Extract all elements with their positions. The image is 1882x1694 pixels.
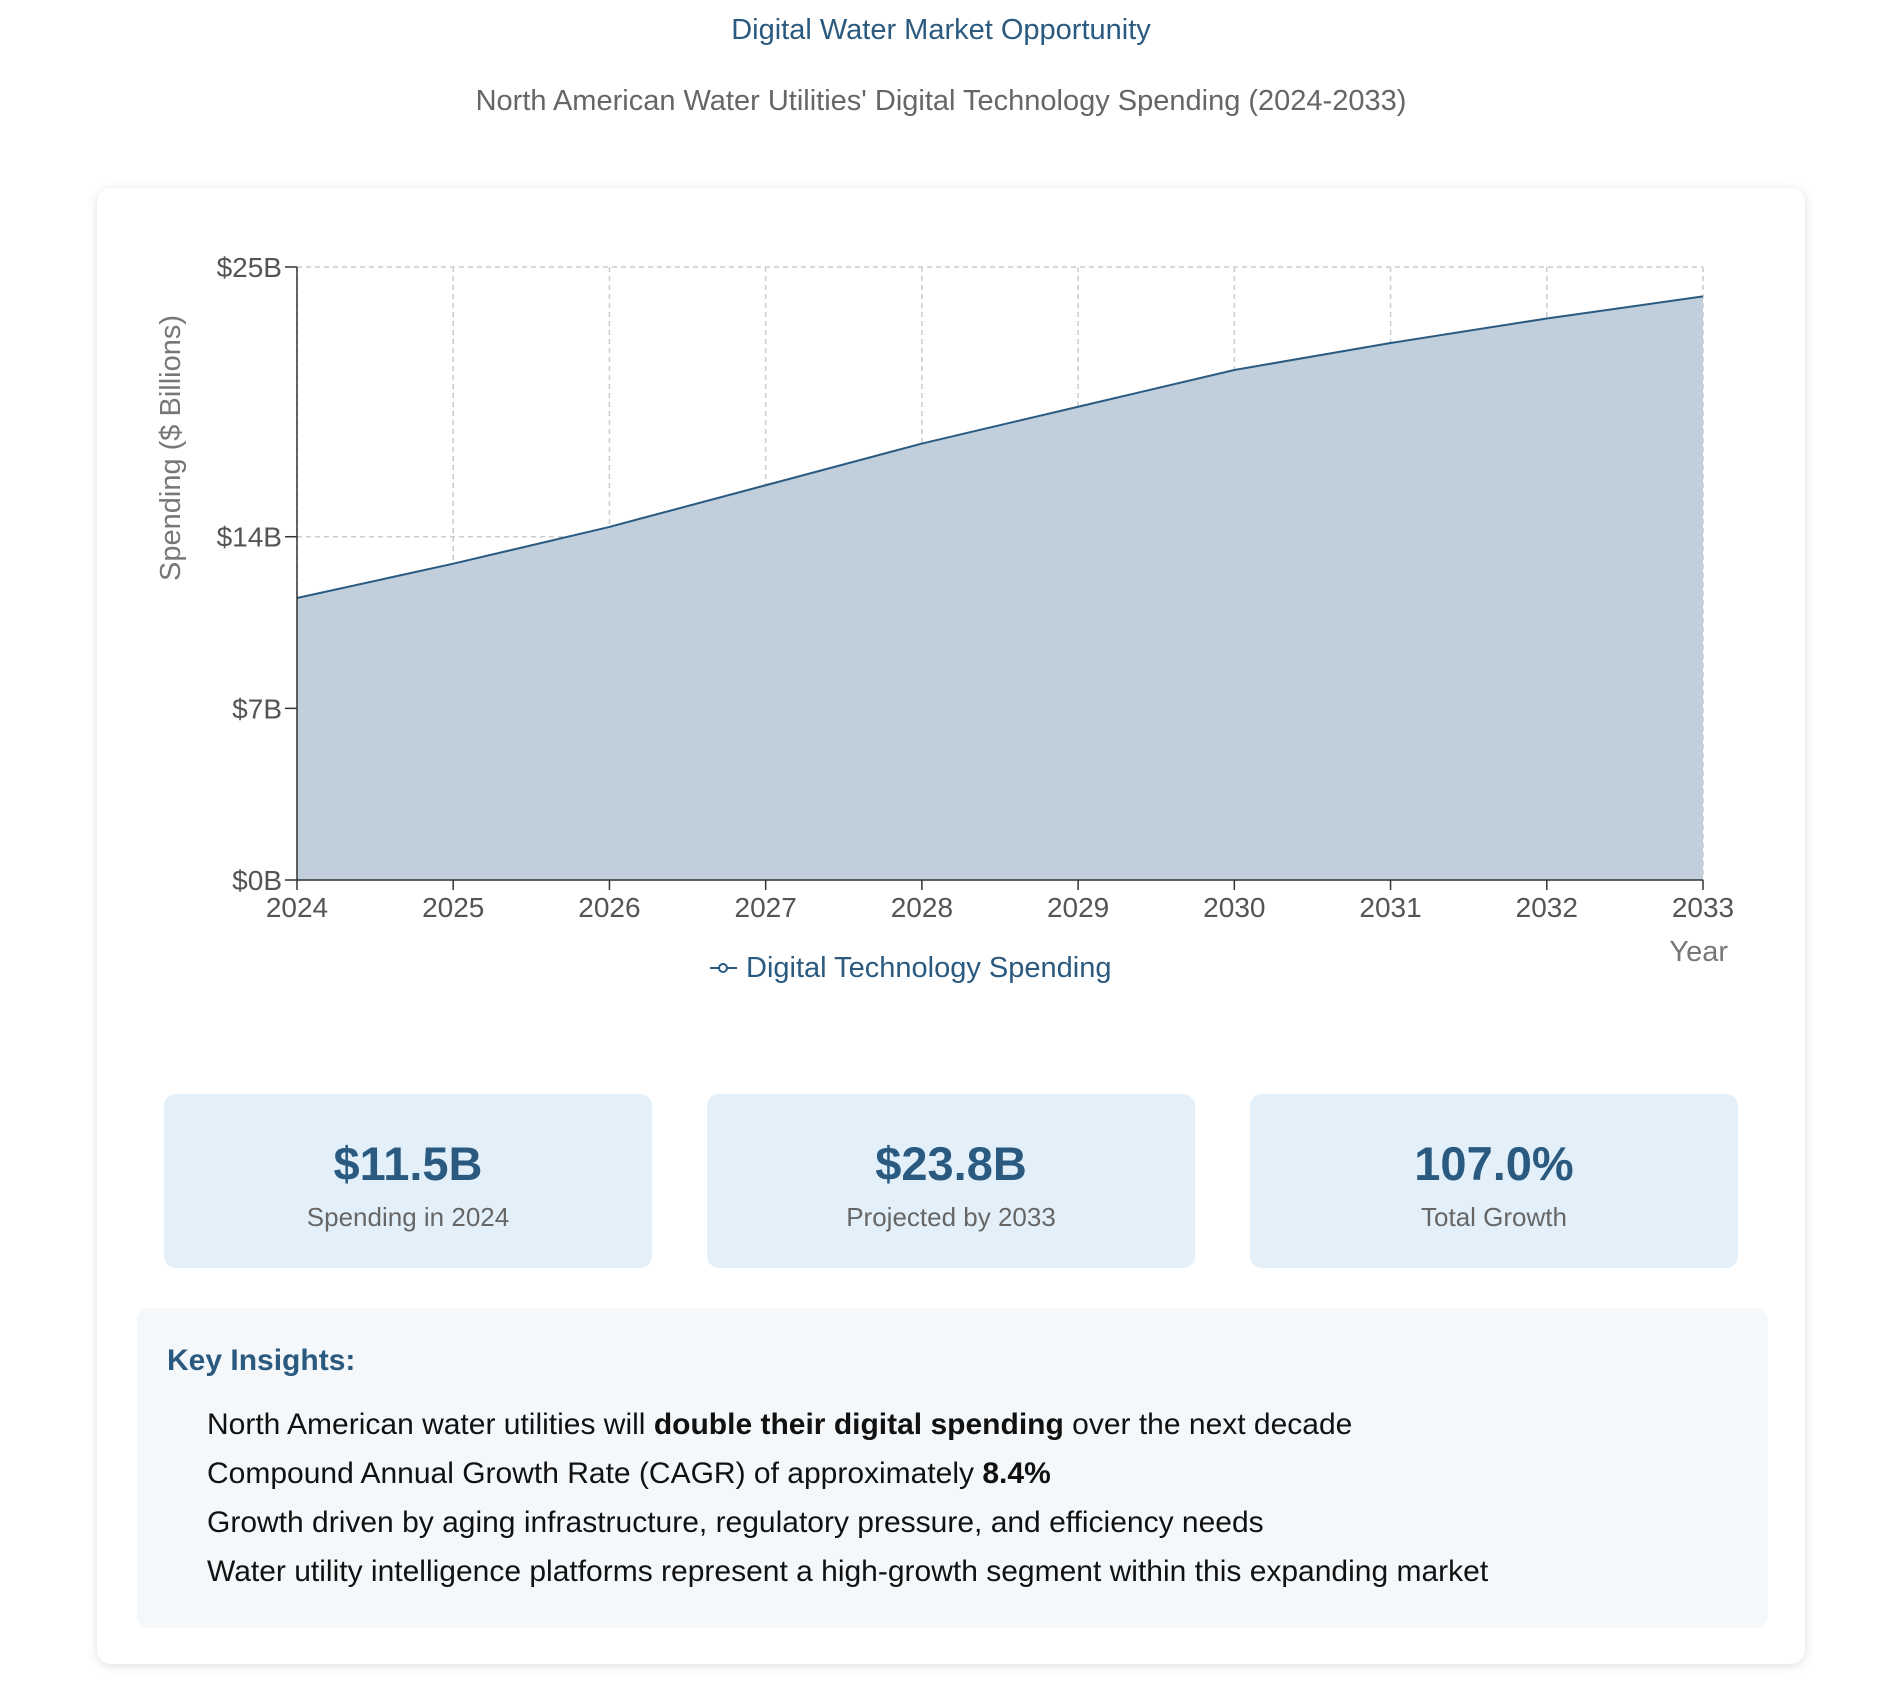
series-line (296, 295, 1704, 599)
x-tick-label: 2030 (1203, 892, 1265, 923)
x-tick-label: 2032 (1516, 892, 1578, 923)
x-axis-label: Year (1669, 936, 1728, 968)
y-tick-label: $7B (232, 693, 282, 724)
insight-item: Growth driven by aging infrastructure, r… (207, 1506, 1264, 1539)
tick-labels: $0B $7B $14B $25B 2024 2025 2026 2027 2028 2029 20… (217, 252, 1735, 923)
x-tick-label: 2025 (422, 892, 484, 923)
x-tick-label: 2026 (578, 892, 640, 923)
x-tick-label: 2028 (891, 892, 953, 923)
stat-card-2024-spending: $11.5B Spending in 2024 (164, 1094, 652, 1268)
area-chart: $0B $7B $14B $25B 2024 2025 2026 2027 2028 2029 20… (155, 252, 1735, 984)
legend-marker-icon (718, 963, 728, 973)
stat-label: Total Growth (1421, 1202, 1567, 1232)
y-tick-label: $0B (232, 865, 282, 896)
legend-label: Digital Technology Spending (746, 952, 1111, 984)
insight-item: Compound Annual Growth Rate (CAGR) of ap… (207, 1457, 1051, 1490)
stat-value: $23.8B (875, 1137, 1027, 1190)
stat-value: 107.0% (1414, 1137, 1574, 1190)
insights-title: Key Insights: (167, 1344, 356, 1377)
page-subtitle: North American Water Utilities' Digital … (475, 85, 1407, 117)
page-title: Digital Water Market Opportunity (731, 14, 1151, 46)
stat-label: Projected by 2033 (846, 1202, 1056, 1232)
y-tick-label: $25B (217, 252, 282, 283)
y-tick-label: $14B (217, 522, 282, 553)
stat-card-2033-projection: $23.8B Projected by 2033 (707, 1094, 1195, 1268)
insight-item: North American water utilities will doub… (207, 1408, 1353, 1441)
axis-layer (285, 266, 1704, 890)
stat-card-total-growth: 107.0% Total Growth (1250, 1094, 1738, 1268)
stat-value: $11.5B (333, 1137, 483, 1190)
stat-label: Spending in 2024 (306, 1202, 510, 1232)
insight-item: Water utility intelligence platforms rep… (207, 1555, 1489, 1588)
x-tick-label: 2031 (1359, 892, 1421, 923)
x-tick-label: 2024 (266, 892, 328, 923)
y-axis-label: Spending ($ Billions) (155, 315, 187, 581)
area-fill (297, 296, 1703, 880)
insights-list: North American water utilities will doub… (207, 1408, 1488, 1604)
x-tick-label: 2027 (735, 892, 797, 923)
x-tick-label: 2033 (1672, 892, 1734, 923)
key-insights-panel: Key Insights: North American water utili… (137, 1308, 1768, 1628)
legend[interactable]: Digital Technology Spending (710, 952, 1111, 984)
x-tick-label: 2029 (1047, 892, 1109, 923)
